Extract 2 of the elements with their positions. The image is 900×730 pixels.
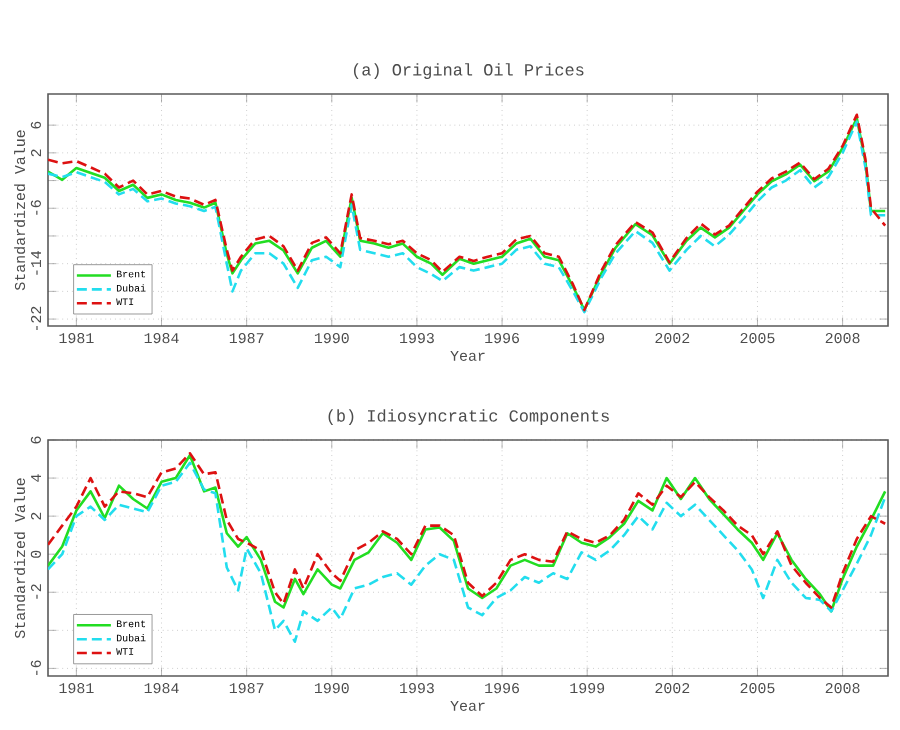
chart-title: (a) Original Oil Prices <box>353 63 584 79</box>
chart-title: (b) Idiosyncratic Components <box>328 409 609 425</box>
